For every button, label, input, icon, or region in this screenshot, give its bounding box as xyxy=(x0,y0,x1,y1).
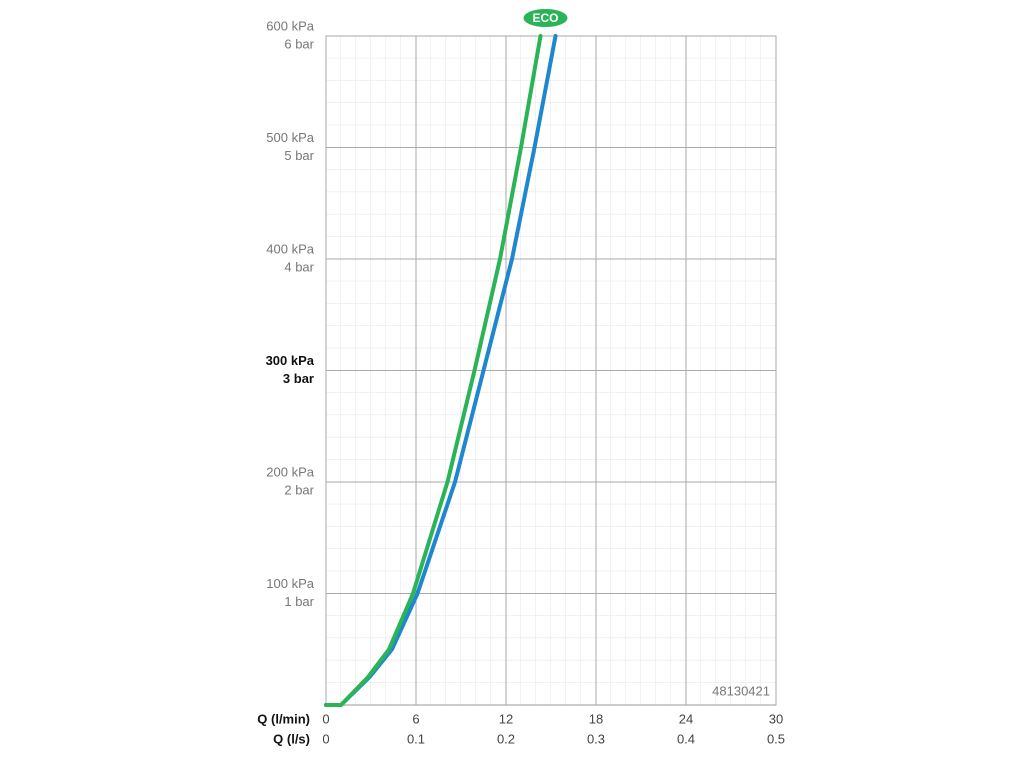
x2-tick-label: 0.3 xyxy=(587,731,605,746)
y2-tick-label: 1 bar xyxy=(284,594,314,609)
y2-tick-label: 2 bar xyxy=(284,482,314,497)
x-tick-label: 0 xyxy=(322,711,329,726)
series-line xyxy=(324,34,543,707)
x2-tick-label: 0.5 xyxy=(767,731,785,746)
x2-tick-label: 0.2 xyxy=(497,731,515,746)
x2-axis-title: Q (l/s) xyxy=(273,731,310,746)
y-tick-label: 500 kPa xyxy=(266,130,314,145)
y-tick-label: 100 kPa xyxy=(266,576,314,591)
product-code: 48130421 xyxy=(712,683,770,698)
x2-tick-label: 0.4 xyxy=(677,731,695,746)
y-tick-label: 200 kPa xyxy=(266,464,314,479)
x-tick-label: 30 xyxy=(769,711,783,726)
x-tick-label: 12 xyxy=(499,711,513,726)
x-axis-title: Q (l/min) xyxy=(257,711,310,726)
x2-tick-label: 0 xyxy=(322,731,329,746)
x-tick-label: 24 xyxy=(679,711,693,726)
y2-tick-label: 6 bar xyxy=(284,36,314,51)
x2-tick-label: 0.1 xyxy=(407,731,425,746)
y-tick-label: 400 kPa xyxy=(266,241,314,256)
y-tick-label: 300 kPa xyxy=(266,353,315,368)
y-tick-label: 600 kPa xyxy=(266,18,314,33)
y2-tick-label: 3 bar xyxy=(283,371,314,386)
y2-tick-label: 4 bar xyxy=(284,259,314,274)
series-badge xyxy=(523,9,568,27)
x-tick-label: 6 xyxy=(412,711,419,726)
y2-tick-label: 5 bar xyxy=(284,148,314,163)
x-tick-label: 18 xyxy=(589,711,603,726)
series-label: ECO xyxy=(532,11,558,25)
